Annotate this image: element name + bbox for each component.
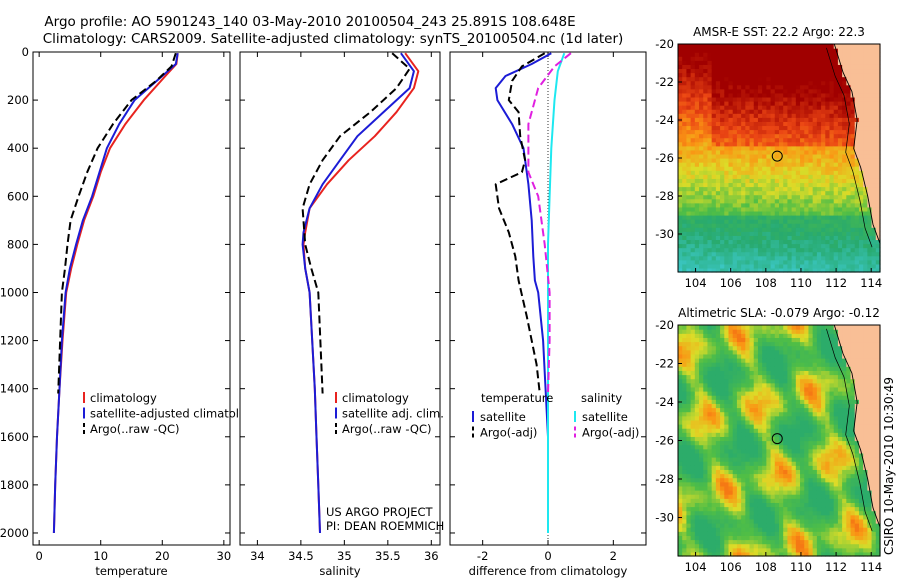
map-panel-2: 104 106 108 110 112 114 -20 -22 -24 -26 -28 -30 Alti…: [655, 306, 882, 574]
annotation: PI: DEAN ROEMMICH: [326, 519, 444, 533]
side-stamp: CSIRO 10-May-2010 10:30:49: [882, 377, 896, 555]
y-tick-label: 600: [7, 189, 29, 203]
series-line: [301, 52, 411, 394]
coastline: [833, 324, 881, 528]
bathymetry-contour: [826, 47, 873, 248]
x-tick-label: 36: [424, 549, 439, 563]
map-panels: 104 106 108 110 112 114 -20 -22 -24 -26 -28 -30 AMSR…: [655, 25, 882, 574]
y-tick-label: 1800: [0, 478, 29, 492]
y-tick-label: 400: [7, 141, 29, 155]
x-tick-label: -2: [477, 549, 488, 563]
x-tick-label: 10: [93, 549, 108, 563]
y-tick-label: 800: [7, 237, 29, 251]
x-axis-label: difference from climatology: [469, 564, 628, 578]
legend-entry: Argo(..raw -QC): [342, 422, 432, 436]
map-field: [678, 44, 881, 273]
series-line: [494, 52, 546, 394]
y-tick-label: -30: [655, 511, 674, 525]
x-tick-label: 2: [610, 549, 617, 563]
x-tick-label: 20: [155, 549, 170, 563]
x-tick-label: 114: [860, 276, 882, 290]
map-panel-1: 104 106 108 110 112 114 -20 -22 -24 -26 -28 -30 AMSR…: [655, 25, 882, 290]
legend-entry: satellite adj. clim.: [342, 407, 444, 421]
coastline: [833, 43, 881, 244]
x-tick-label: 112: [825, 276, 847, 290]
y-tick-label: -22: [655, 75, 674, 89]
y-tick-label: -24: [655, 113, 674, 127]
legend-entry: Argo(-adj): [582, 426, 639, 440]
series-line: [57, 52, 177, 394]
legend-group-title: temperature: [481, 391, 553, 405]
legend-entry: Argo(-adj): [480, 426, 537, 440]
y-tick-label: 2000: [0, 526, 29, 540]
legend-entry: satellite: [582, 410, 628, 424]
x-axis-label: salinity: [319, 564, 360, 578]
x-tick-label: 30: [217, 549, 232, 563]
x-tick-label: 104: [685, 276, 707, 290]
x-tick-label: 104: [685, 560, 707, 574]
y-tick-label: 1200: [0, 334, 29, 348]
legend-entry: climatology: [342, 391, 409, 405]
profile-location-marker: [771, 433, 783, 445]
y-tick-label: -22: [655, 357, 674, 371]
series-line: [494, 52, 552, 533]
y-tick-label: -26: [655, 151, 674, 165]
x-tick-label: 106: [720, 276, 742, 290]
x-tick-label: 35.5: [375, 549, 401, 563]
x-tick-label: 114: [860, 560, 882, 574]
legend-entry: satellite: [480, 410, 526, 424]
y-tick-label: -20: [655, 37, 674, 51]
x-tick-label: 106: [720, 560, 742, 574]
series-line: [52, 53, 179, 534]
y-tick-label: -28: [655, 472, 674, 486]
map-field: [678, 325, 881, 557]
bathymetry-contour: [826, 328, 873, 532]
legend-entry: satellite-adjusted climatology: [90, 407, 260, 421]
map-title: Altimetric SLA: -0.079 Argo: -0.12: [678, 306, 880, 320]
x-tick-label: 108: [755, 560, 777, 574]
y-tick-label: 1000: [0, 285, 29, 299]
x-tick-label: 34.5: [288, 549, 314, 563]
y-tick-label: 200: [7, 93, 29, 107]
x-tick-label: 34: [250, 549, 265, 563]
series-line: [547, 52, 566, 533]
plot-frame: [239, 51, 441, 546]
y-tick-label: -24: [655, 395, 674, 409]
x-tick-label: 110: [790, 276, 812, 290]
series-line: [527, 52, 572, 394]
series-line: [301, 52, 415, 534]
profile-panel-1: 0 10 20 30 0 200 400 600 800 1000 1200 1400 1600 1800…: [0, 45, 260, 578]
x-tick-label: 0: [35, 549, 42, 563]
x-tick-label: 35: [337, 549, 352, 563]
figure-title: Argo profile: AO 5901243_140 03-May-2010…: [44, 14, 575, 30]
map-title: AMSR-E SST: 22.2 Argo: 22.3: [693, 25, 865, 39]
y-tick-label: -30: [655, 227, 674, 241]
annotation: US ARGO PROJECT: [326, 505, 434, 519]
profile-panel-2: 34 34.5 35 35.5 36 salinity climatology satelli…: [239, 51, 444, 578]
x-tick-label: 110: [790, 560, 812, 574]
y-tick-label: 1400: [0, 382, 29, 396]
y-tick-label: 1600: [0, 430, 29, 444]
y-tick-label: -26: [655, 434, 674, 448]
y-tick-label: -28: [655, 189, 674, 203]
profile-location-marker: [771, 150, 783, 162]
x-tick-label: 112: [825, 560, 847, 574]
profile-panels: 0 10 20 30020040060080010001200140016001800…: [0, 45, 647, 578]
x-tick-label: 108: [755, 276, 777, 290]
legend-entry: climatology: [90, 391, 157, 405]
x-axis-label: temperature: [95, 564, 167, 578]
figure-subtitle: Climatology: CARS2009. Satellite-adjuste…: [43, 31, 624, 47]
y-tick-label: 0: [22, 45, 29, 59]
y-tick-label: -20: [655, 318, 674, 332]
x-tick-label: 0: [544, 549, 551, 563]
legend-entry: Argo(..raw -QC): [90, 422, 180, 436]
legend-group-title: salinity: [581, 391, 622, 405]
